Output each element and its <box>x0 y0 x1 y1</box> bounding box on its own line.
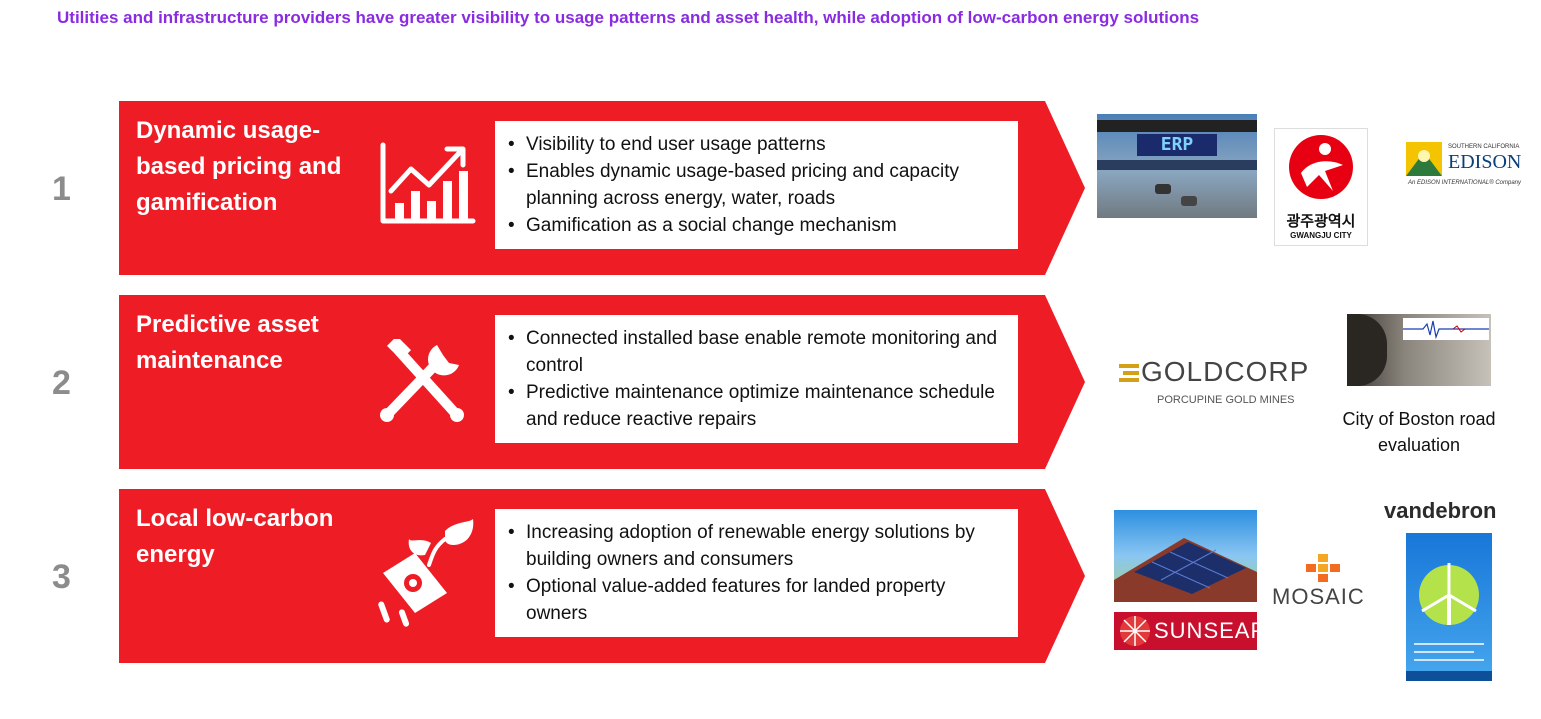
row-number-1: 1 <box>52 170 71 208</box>
bullet-item: Increasing adoption of renewable energy … <box>505 519 1008 573</box>
boston-road-photo <box>1347 314 1491 386</box>
row-number-2: 2 <box>52 364 71 402</box>
row-band-1: Dynamic usage-based pricing and gamifica… <box>119 101 1085 275</box>
bullet-item: Visibility to end user usage patterns <box>505 131 1008 158</box>
row-band-2: Predictive asset maintenance Connected i… <box>119 295 1085 469</box>
gwangju-korean-text: 광주광역시 <box>1286 212 1356 230</box>
edison-top-text: SOUTHERN CALIFORNIA <box>1448 144 1520 150</box>
gwangju-english-text: GWANGJU CITY <box>1290 231 1352 240</box>
waveform-icon <box>1403 320 1489 340</box>
solar-house-photo <box>1114 510 1257 602</box>
goldcorp-sub-text: PORCUPINE GOLD MINES <box>1157 394 1295 406</box>
vandebron-app-screenshot <box>1406 533 1492 681</box>
eco-plug-icon <box>378 519 474 627</box>
row-band-3: Local low-carbon energy Increasing adopt… <box>119 489 1085 663</box>
tools-icon <box>380 339 464 422</box>
goldcorp-logo: GOLDCORP PORCUPINE GOLD MINES <box>1117 356 1323 412</box>
mosaic-text: MOSAIC <box>1272 584 1365 609</box>
gwangju-city-logo: 광주광역시 GWANGJU CITY <box>1274 128 1368 246</box>
sunseap-burst-icon <box>1120 616 1150 646</box>
bullet-item: Gamification as a social change mechanis… <box>505 212 1008 239</box>
signal-chart <box>1403 318 1489 340</box>
growth-chart-icon <box>380 142 476 224</box>
edison-logo: SOUTHERN CALIFORNIA EDISON An EDISON INT… <box>1406 142 1536 190</box>
row-number-3: 3 <box>52 558 71 596</box>
mosaic-logo: MOSAIC <box>1272 554 1374 614</box>
bullet-box: Increasing adoption of renewable energy … <box>495 509 1018 637</box>
row-title: Predictive asset maintenance <box>136 311 319 374</box>
bullet-box: Connected installed base enable remote m… <box>495 315 1018 443</box>
gwangju-emblem-icon <box>1289 135 1353 199</box>
tire <box>1347 314 1387 386</box>
vandebron-logo: vandebron <box>1384 498 1497 523</box>
bullet-item: Connected installed base enable remote m… <box>505 325 1008 379</box>
slide-headline: Utilities and infrastructure providers h… <box>57 8 1200 27</box>
sunseap-text: SUNSEAP <box>1154 618 1267 643</box>
erp-gantry-photo: ERP <box>1097 114 1257 218</box>
bullet-box: Visibility to end user usage patterns En… <box>495 121 1018 249</box>
mosaic-squares-icon <box>1306 554 1340 582</box>
edison-sub-text: An EDISON INTERNATIONAL® Company <box>1408 180 1522 186</box>
sun-icon <box>1406 142 1442 176</box>
solar-roof-illustration <box>1114 538 1257 602</box>
wind-turbine-app-illustration <box>1406 563 1492 681</box>
bullet-item: Predictive maintenance optimize maintena… <box>505 379 1008 433</box>
boston-caption: City of Boston road evaluation <box>1342 409 1496 455</box>
bullet-item: Optional value-added features for landed… <box>505 573 1008 627</box>
goldcorp-bars-icon <box>1119 364 1139 382</box>
erp-sign: ERP <box>1137 134 1217 156</box>
row-title: Dynamic usage-based pricing and gamifica… <box>136 117 342 216</box>
goldcorp-name-text: GOLDCORP <box>1141 356 1310 387</box>
bullet-item: Enables dynamic usage-based pricing and … <box>505 158 1008 212</box>
row-title: Local low-carbon energy <box>136 505 334 568</box>
edison-name-text: EDISON <box>1448 151 1522 173</box>
sunseap-logo: SUNSEAP <box>1114 612 1265 650</box>
